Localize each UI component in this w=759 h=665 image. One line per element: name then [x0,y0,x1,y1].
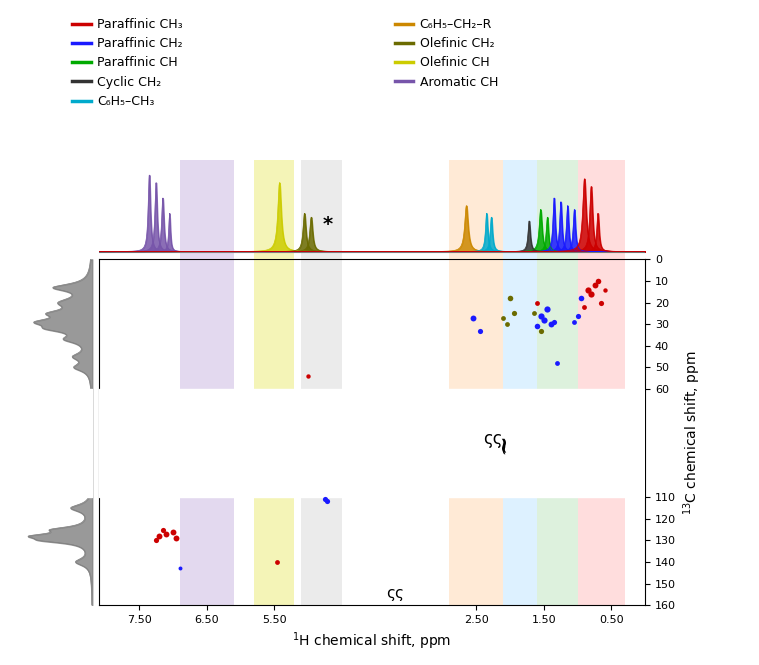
Point [585,289,597,299]
Point [572,310,584,321]
Point [592,275,604,286]
Point [548,317,560,327]
Bar [503,259,537,605]
Bar [301,259,342,605]
Point [534,310,546,321]
Point [467,313,479,323]
Bar [254,259,294,605]
Legend: C₆H₅–CH₂–R, Olefinic CH₂, Olefinic CH, Aromatic CH: C₆H₅–CH₂–R, Olefinic CH₂, Olefinic CH, A… [389,13,503,94]
Bar [449,160,503,259]
Point [531,321,543,332]
Bar [180,160,234,259]
Bar [578,160,625,259]
Point [320,496,332,507]
Point [575,293,587,303]
Point [302,371,314,382]
Point [568,317,581,327]
Point [599,285,611,295]
Point [541,304,553,315]
Point [578,302,591,313]
Point [170,533,182,543]
X-axis label: $^1$H chemical shift, ppm: $^1$H chemical shift, ppm [292,630,452,652]
Point [272,557,284,567]
Text: ςς: ςς [386,586,405,601]
Text: ςς: ςς [483,430,503,448]
Text: *: * [323,215,333,234]
Point [534,325,546,336]
Y-axis label: $^{13}$C chemical shift, ppm: $^{13}$C chemical shift, ppm [682,350,703,515]
Bar [537,259,578,605]
Text: ~: ~ [494,440,512,454]
Point [156,524,168,535]
Bar [301,160,342,259]
Point [581,285,594,295]
Bar [537,160,578,259]
Bar [180,259,234,605]
Point [531,297,543,308]
Point [504,293,516,303]
Text: ~: ~ [493,434,514,452]
Bar [99,389,645,497]
Bar [254,160,294,259]
Point [167,527,179,537]
Point [588,280,600,291]
Point [160,529,172,539]
Point [528,308,540,319]
Point [508,308,520,319]
Point [474,325,486,336]
Point [497,313,509,323]
Point [551,358,563,368]
Bar [449,259,503,605]
Bar [578,259,625,605]
Point [153,531,165,541]
Point [538,315,550,325]
Point [150,535,162,545]
Point [545,319,557,329]
Point [174,563,186,574]
Bar [503,160,537,259]
Point [319,494,331,505]
Point [501,319,513,329]
Point [595,297,607,308]
